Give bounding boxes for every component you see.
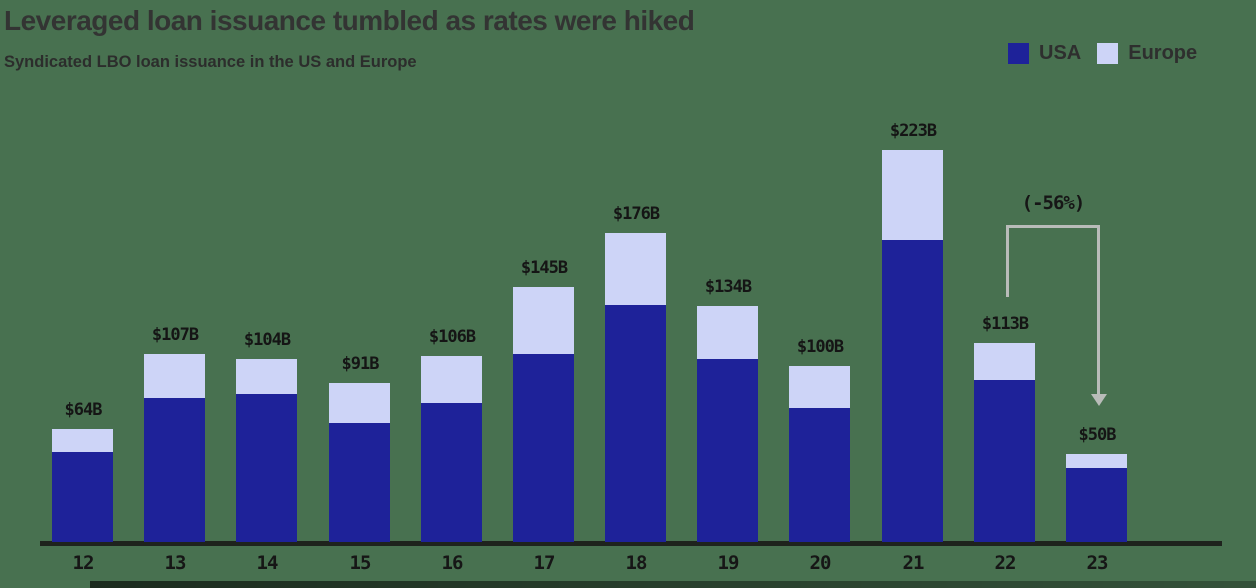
bar-total-label-21: $223B [889, 121, 937, 141]
bar-total-label-23: $50B [1078, 425, 1117, 445]
annotation-arrow-down-icon [1091, 394, 1107, 406]
bar-segment-usa-16 [421, 403, 482, 542]
bar-segment-usa-18 [605, 305, 666, 542]
bar-segment-europe-14 [236, 359, 297, 394]
bar-segment-europe-15 [329, 383, 390, 423]
legend-label-usa: USA [1039, 42, 1082, 64]
bar-segment-usa-12 [52, 452, 113, 542]
bar-segment-europe-13 [144, 354, 205, 398]
annotation-bracket-right [1097, 225, 1100, 395]
bar-total-label-12: $64B [64, 400, 103, 420]
chart-title: Leveraged loan issuance tumbled as rates… [4, 5, 695, 36]
x-tick-label-18: 18 [625, 552, 648, 574]
bar-segment-usa-22 [974, 380, 1035, 542]
legend: USA Europe [1008, 42, 1197, 65]
bar-segment-europe-17 [513, 287, 574, 354]
x-tick-label-23: 23 [1086, 552, 1109, 574]
legend-entry-usa: USA [1008, 42, 1081, 65]
bar-total-label-15: $91B [341, 354, 380, 374]
bar-total-label-18: $176B [612, 204, 660, 224]
bar-segment-usa-23 [1066, 468, 1127, 542]
bar-segment-usa-19 [697, 359, 758, 542]
x-tick-label-12: 12 [72, 552, 95, 574]
bar-segment-usa-13 [144, 398, 205, 542]
x-tick-label-19: 19 [717, 552, 740, 574]
x-tick-label-14: 14 [256, 552, 279, 574]
legend-label-europe: Europe [1128, 42, 1198, 64]
bar-total-label-22: $113B [981, 314, 1029, 334]
bar-segment-europe-18 [605, 233, 666, 305]
bar-segment-usa-14 [236, 394, 297, 542]
x-axis-line [40, 541, 1222, 546]
bar-segment-europe-12 [52, 429, 113, 452]
bar-segment-europe-21 [882, 150, 943, 240]
bar-segment-usa-17 [513, 354, 574, 542]
bar-segment-usa-15 [329, 423, 390, 542]
x-tick-label-13: 13 [164, 552, 187, 574]
bar-segment-usa-21 [882, 240, 943, 542]
bar-total-label-17: $145B [520, 258, 568, 278]
bar-segment-europe-22 [974, 343, 1035, 380]
x-tick-label-22: 22 [994, 552, 1017, 574]
chart-subtitle: Syndicated LBO loan issuance in the US a… [4, 53, 417, 71]
annotation-bracket-left [1006, 225, 1009, 297]
x-tick-label-21: 21 [902, 552, 925, 574]
bar-segment-usa-20 [789, 408, 850, 542]
usa-swatch-icon [1008, 43, 1029, 64]
legend-entry-europe: Europe [1097, 42, 1197, 65]
bar-segment-europe-16 [421, 356, 482, 403]
x-tick-label-16: 16 [441, 552, 464, 574]
bar-total-label-16: $106B [428, 327, 476, 347]
bar-segment-europe-20 [789, 366, 850, 408]
bottom-edge-band [90, 581, 1256, 588]
x-tick-label-17: 17 [533, 552, 556, 574]
bar-total-label-14: $104B [243, 330, 291, 350]
annotation-bracket-top [1006, 225, 1100, 228]
europe-swatch-icon [1097, 43, 1119, 64]
x-tick-label-20: 20 [809, 552, 832, 574]
bar-segment-europe-19 [697, 306, 758, 359]
bar-total-label-20: $100B [796, 337, 844, 357]
x-tick-label-15: 15 [349, 552, 372, 574]
bar-total-label-13: $107B [151, 325, 199, 345]
bar-total-label-19: $134B [704, 277, 752, 297]
bar-segment-europe-23 [1066, 454, 1127, 468]
annotation-decline-label: (-56%) [1021, 192, 1086, 214]
